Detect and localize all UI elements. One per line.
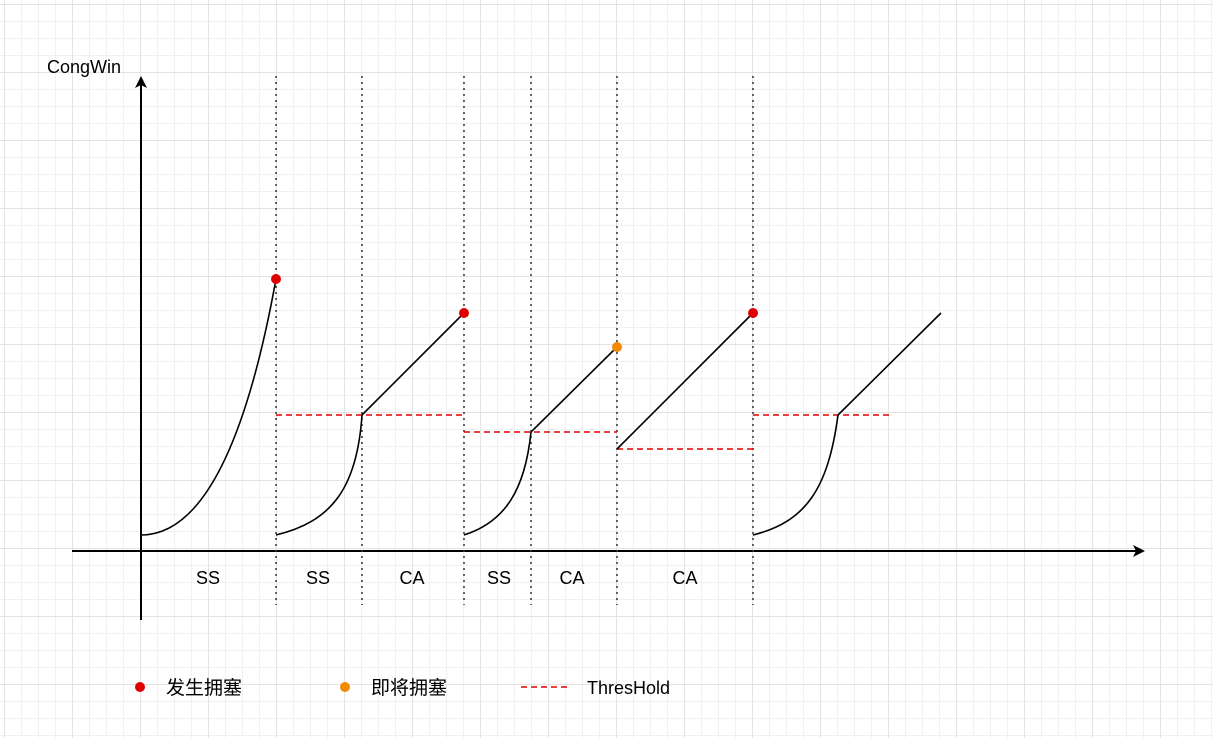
phase-label: SS	[196, 568, 220, 588]
legend-threshold-label: ThresHold	[587, 678, 670, 698]
congestion-point	[748, 308, 758, 318]
phase-label: CA	[559, 568, 584, 588]
phase-label: SS	[487, 568, 511, 588]
legend-congestion-label: 发生拥塞	[166, 677, 242, 699]
congestion-point	[459, 308, 469, 318]
legend-near-congestion-label: 即将拥塞	[371, 677, 447, 699]
phase-label: CA	[399, 568, 424, 588]
legend-congestion-marker	[135, 682, 145, 692]
legend: 发生拥塞 即将拥塞 ThresHold	[135, 677, 670, 699]
threshold-lines	[276, 414, 890, 450]
congestion-avoidance-line-2	[530, 346, 618, 433]
slow-start-curve-1	[140, 278, 277, 536]
congwin-curves	[140, 278, 942, 536]
phase-label: SS	[306, 568, 330, 588]
phase-label: CA	[672, 568, 697, 588]
legend-near-congestion-marker	[340, 682, 350, 692]
y-axis-label: CongWin	[47, 57, 121, 77]
slow-start-curve-3	[463, 431, 532, 536]
congestion-point	[271, 274, 281, 284]
slow-start-curve-4	[752, 414, 839, 536]
congestion-avoidance-line-4	[837, 312, 942, 416]
phase-separators	[275, 76, 754, 605]
phase-labels: SS SS CA SS CA CA	[196, 568, 698, 588]
near-congestion-point	[612, 342, 622, 352]
congestion-avoidance-line-3	[616, 312, 754, 450]
congestion-avoidance-line-1	[361, 312, 465, 416]
slow-start-curve-2	[275, 414, 363, 536]
